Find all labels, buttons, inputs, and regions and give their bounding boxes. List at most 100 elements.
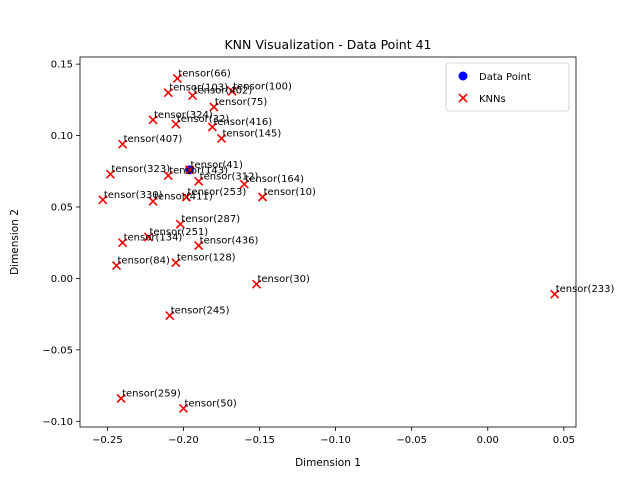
x-marker-stroke	[163, 88, 173, 98]
knn-point-label: tensor(330)	[104, 190, 163, 201]
legend-circle-marker	[458, 71, 468, 81]
knn-point-marker	[143, 232, 154, 242]
knn-point-label: tensor(312)	[200, 171, 259, 182]
knn-point-label: tensor(323)	[111, 164, 170, 175]
knn-point-marker	[216, 133, 227, 143]
x-axis: −0.25 −0.20 −0.15 −0.10 −0.05 0.00 0.05	[92, 427, 575, 446]
knn-point-label: tensor(251)	[149, 227, 208, 238]
legend-entry-label: Data Point	[479, 72, 531, 83]
knn-point-label: tensor(245)	[171, 306, 230, 317]
x-tick-label: 0.05	[553, 435, 575, 446]
knn-point-marker	[171, 119, 181, 129]
knn-point-marker	[175, 219, 185, 229]
point-labels: tensor(66)tensor(103)tensor(402)tensor(1…	[104, 68, 615, 409]
x-marker-stroke	[239, 179, 249, 189]
knn-point-marker	[171, 258, 181, 268]
x-tick-label: −0.25	[92, 435, 123, 446]
x-tick-label: 0.00	[477, 435, 499, 446]
x-axis-label: Dimension 1	[295, 457, 361, 469]
knn-point-marker	[251, 279, 262, 289]
knn-point-label: tensor(84)	[118, 256, 170, 267]
x-tick-label: −0.15	[244, 435, 275, 446]
x-marker-stroke	[118, 139, 128, 149]
x-marker-stroke	[175, 219, 185, 229]
x-marker-stroke	[148, 115, 158, 125]
x-marker-stroke	[207, 122, 217, 132]
knn-point-marker	[184, 165, 195, 175]
knn-point-marker	[163, 171, 173, 181]
x-marker-stroke	[216, 133, 227, 143]
knn-point-label: tensor(402)	[194, 86, 253, 97]
y-axis-label: Dimension 2	[9, 209, 21, 275]
y-axis: −0.10 −0.05 0.00 0.05 0.10 0.15	[42, 60, 80, 428]
knn-point-label: tensor(253)	[188, 187, 247, 198]
x-marker-stroke	[116, 393, 126, 403]
knn-point-label: tensor(103)	[169, 83, 228, 94]
knn-point-label: tensor(50)	[184, 398, 236, 409]
knn-point-marker	[172, 73, 182, 83]
knn-point-label: tensor(41)	[191, 160, 243, 171]
x-marker-stroke	[251, 279, 262, 289]
knn-point-label: tensor(259)	[122, 388, 181, 399]
knn-point-label: tensor(416)	[213, 117, 272, 128]
x-marker-stroke	[118, 238, 128, 248]
x-marker-stroke	[209, 102, 219, 112]
legend-box	[445, 62, 570, 112]
legend-entry-label: KNNs	[479, 94, 506, 105]
chart-title: KNN Visualization - Data Point 41	[224, 37, 431, 52]
knn-point-marker	[116, 393, 126, 403]
y-tick-label: 0.00	[51, 274, 73, 285]
x-marker-stroke	[181, 192, 192, 202]
knn-point-label: tensor(324)	[154, 110, 213, 121]
x-tick-label: −0.10	[320, 435, 351, 446]
x-marker-stroke	[165, 311, 175, 321]
knn-point-label: tensor(75)	[215, 97, 267, 108]
x-tick-label: −0.05	[396, 435, 427, 446]
knn-point-marker	[105, 169, 115, 179]
knn-point-marker	[209, 102, 219, 112]
y-tick-label: −0.05	[42, 345, 73, 356]
knn-point-marker	[178, 403, 189, 413]
y-tick-label: 0.10	[51, 131, 73, 142]
knn-point-marker	[194, 241, 204, 251]
knn-point-label: tensor(143)	[169, 166, 228, 177]
x-marker-stroke	[184, 165, 195, 175]
x-marker-stroke	[194, 241, 204, 251]
legend-x-marker	[458, 93, 468, 103]
knn-point-label: tensor(411)	[154, 191, 213, 202]
x-marker-stroke	[178, 403, 189, 413]
x-marker-stroke	[258, 192, 268, 202]
x-marker-stroke	[171, 119, 181, 129]
knn-point-marker	[258, 192, 268, 202]
x-marker-stroke	[227, 86, 237, 96]
x-marker-stroke	[105, 169, 115, 179]
knn-point-marker	[111, 261, 122, 271]
legend: Data Point KNNs	[445, 62, 570, 112]
x-marker-stroke	[171, 258, 181, 268]
knn-point-label: tensor(164)	[245, 174, 304, 185]
knn-point-marker	[148, 196, 158, 206]
knn-point-label: tensor(100)	[233, 81, 292, 92]
x-marker-stroke	[143, 232, 154, 242]
knn-point-marker	[188, 91, 198, 101]
knn-point-label: tensor(436)	[200, 236, 259, 247]
plot-points	[98, 73, 560, 413]
knn-point-label: tensor(30)	[257, 274, 309, 285]
x-marker-stroke	[172, 73, 182, 83]
knn-point-marker	[98, 195, 108, 205]
knn-point-label: tensor(32)	[177, 114, 229, 125]
knn-point-label: tensor(66)	[178, 68, 230, 79]
knn-point-label: tensor(407)	[124, 134, 183, 145]
x-marker-stroke	[163, 171, 173, 181]
knn-point-label: tensor(287)	[181, 214, 240, 225]
x-marker-stroke	[98, 195, 108, 205]
x-marker-stroke	[194, 176, 204, 186]
knn-point-label: tensor(134)	[124, 233, 183, 244]
x-marker-stroke	[458, 93, 468, 103]
knn-point-marker	[239, 179, 249, 189]
x-tick-label: −0.20	[168, 435, 199, 446]
knn-point-marker	[165, 311, 175, 321]
x-marker-stroke	[550, 289, 560, 299]
knn-point-marker	[148, 115, 158, 125]
